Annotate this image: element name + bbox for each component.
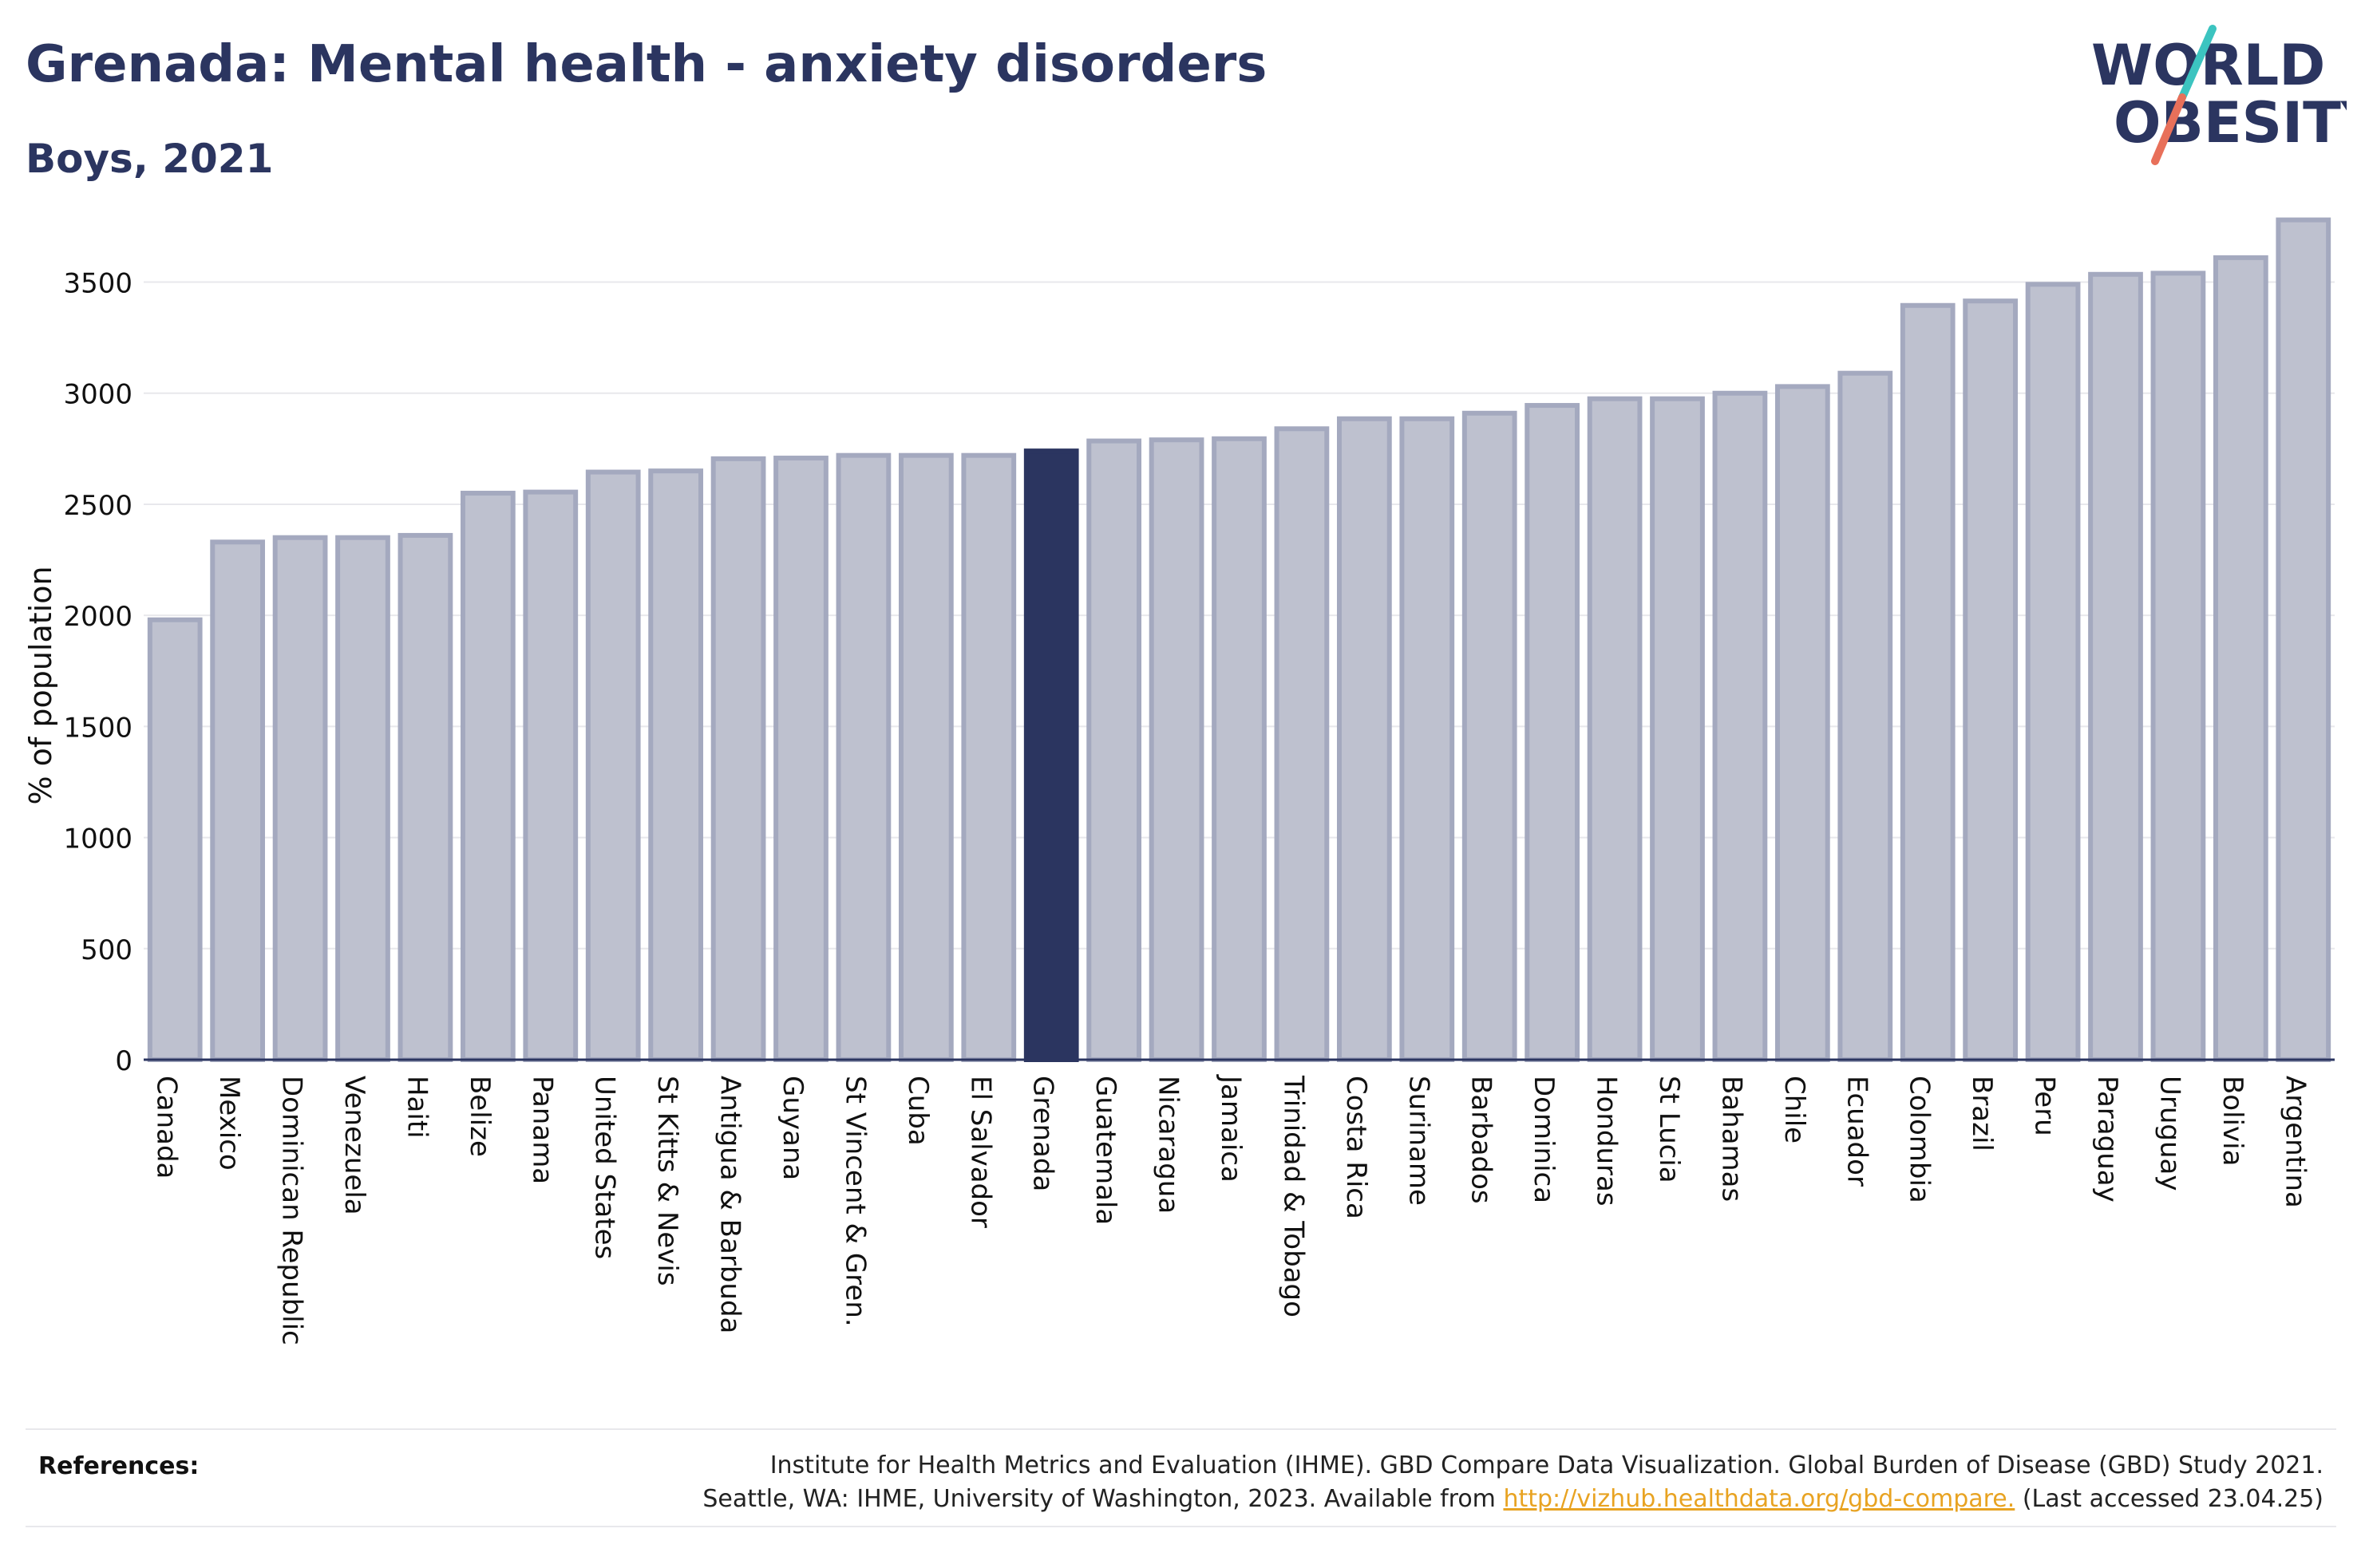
x-tick-label: Belize <box>464 1076 496 1157</box>
y-tick-label: 1500 <box>63 712 132 744</box>
reference-line-2-suffix: (Last accessed 23.04.25) <box>2015 1485 2323 1513</box>
y-axis-ticks: 0 500 1000 1500 2000 2500 3000 3500 <box>63 268 132 1077</box>
logo-slash-coral <box>2151 93 2186 165</box>
x-tick-label: St Kitts & Nevis <box>651 1076 683 1286</box>
y-tick-label: 500 <box>81 934 132 966</box>
logo-slash-teal <box>2178 25 2217 101</box>
x-tick-label: Barbados <box>1465 1076 1497 1204</box>
bar-bolivia <box>2213 255 2268 1062</box>
x-tick-label: Haiti <box>401 1076 433 1139</box>
reference-line-2: Seattle, WA: IHME, University of Washing… <box>702 1483 2323 1516</box>
y-tick-label: 1000 <box>63 823 132 855</box>
bar-guyana <box>773 456 829 1062</box>
bar-st-vincent-gren- <box>836 452 892 1062</box>
logo-line-2: OBESITY <box>2114 90 2347 156</box>
x-tick-label: Trinidad & Tobago <box>1277 1075 1309 1317</box>
x-tick-label: Venezuela <box>338 1076 370 1215</box>
bar-paraguay <box>2088 271 2143 1063</box>
references-label: References: <box>38 1452 200 1480</box>
x-tick-label: Bolivia <box>2217 1076 2248 1166</box>
x-tick-label: Jamaica <box>1215 1074 1247 1183</box>
references-panel: References: Institute for Health Metrics… <box>26 1428 2336 1527</box>
x-tick-label: Mexico <box>213 1076 245 1171</box>
bar-honduras <box>1587 396 1643 1062</box>
bar-suriname <box>1399 416 1455 1062</box>
bar-haiti <box>397 532 453 1062</box>
x-tick-label: Suriname <box>1402 1076 1434 1206</box>
bar-el-salvador <box>961 452 1017 1062</box>
bar-st-lucia <box>1650 396 1705 1062</box>
reference-line-1: Institute for Health Metrics and Evaluat… <box>769 1451 2323 1479</box>
bar-dominican-republic <box>272 535 328 1062</box>
y-axis-label: % of population <box>23 566 58 804</box>
bar-venezuela <box>335 535 390 1062</box>
x-tick-label: Antigua & Barbuda <box>714 1076 746 1333</box>
bar-panama <box>523 489 579 1062</box>
y-tick-label: 2000 <box>63 601 132 633</box>
bar-jamaica <box>1212 436 1267 1062</box>
x-tick-label: Paraguay <box>2091 1076 2123 1203</box>
bar-uruguay <box>2150 271 2206 1062</box>
bar-cuba <box>898 452 954 1062</box>
x-axis-ticks: Canada Mexico Dominican Republic Venezuela H… <box>151 1074 2312 1345</box>
x-tick-label: Peru <box>2029 1076 2061 1136</box>
bar-brazil <box>1963 298 2019 1063</box>
bar-united-states <box>585 469 641 1062</box>
x-tick-label: Dominican Republic <box>276 1076 308 1345</box>
bar-chart: 0 500 1000 1500 2000 2500 3000 3500 Canada Mexic… <box>23 217 2335 1345</box>
x-tick-label: El Salvador <box>964 1076 996 1228</box>
x-tick-label: Cuba <box>902 1076 934 1146</box>
bar-dominica <box>1525 403 1580 1062</box>
x-tick-label: Costa Rica <box>1340 1076 1372 1219</box>
x-tick-label: Nicaragua <box>1153 1076 1184 1214</box>
x-tick-label: Ecuador <box>1841 1076 1873 1187</box>
references-text: Institute for Health Metrics and Evaluat… <box>702 1449 2323 1516</box>
world-obesity-logo: WORLD OBESITY <box>2091 25 2347 165</box>
bar-mexico <box>210 539 266 1062</box>
reference-line-2-prefix: Seattle, WA: IHME, University of Washing… <box>702 1485 1504 1513</box>
bar-barbados <box>1461 410 1517 1062</box>
y-tick-label: 2500 <box>63 490 132 522</box>
chart-title: Grenada: Mental health - anxiety disorde… <box>26 35 1268 94</box>
x-tick-label: Brazil <box>1966 1076 1998 1151</box>
bar-bahamas <box>1712 390 1768 1063</box>
x-tick-label: Bahamas <box>1715 1076 1747 1202</box>
x-tick-label: United States <box>589 1076 621 1259</box>
bar-guatemala <box>1086 438 1142 1062</box>
bar-costa-rica <box>1336 416 1392 1062</box>
bar-colombia <box>1900 302 1956 1063</box>
y-tick-label: 0 <box>115 1045 132 1077</box>
bar-antigua-barbuda <box>710 456 766 1062</box>
x-tick-label: Guatemala <box>1090 1076 1121 1225</box>
bar-belize <box>460 491 516 1062</box>
x-tick-label: Guyana <box>777 1076 809 1180</box>
bar-trinidad-tobago <box>1274 426 1330 1062</box>
bar-ecuador <box>1837 370 1893 1062</box>
bar-peru <box>2025 282 2081 1062</box>
x-tick-label: St Vincent & Gren. <box>839 1076 871 1327</box>
x-tick-label: Uruguay <box>2153 1076 2185 1191</box>
bar-grenada <box>1023 448 1079 1062</box>
reference-link[interactable]: http://vizhub.healthdata.org/gbd-compare… <box>1503 1485 2015 1513</box>
x-tick-label: Dominica <box>1528 1076 1560 1203</box>
x-tick-label: Argentina <box>2279 1076 2311 1208</box>
x-tick-label: St Lucia <box>1653 1076 1685 1183</box>
bar-canada <box>147 617 203 1062</box>
x-tick-label: Grenada <box>1027 1076 1059 1191</box>
x-tick-label: Canada <box>151 1076 183 1179</box>
x-tick-label: Colombia <box>1904 1076 1936 1203</box>
bar-nicaragua <box>1149 437 1204 1062</box>
bar-chile <box>1774 384 1830 1062</box>
x-tick-label: Panama <box>526 1076 558 1184</box>
bar-st-kitts-nevis <box>648 468 704 1062</box>
chart-subtitle: Boys, 2021 <box>26 136 274 182</box>
bars <box>147 217 2331 1063</box>
y-tick-label: 3000 <box>63 379 132 411</box>
y-tick-label: 3500 <box>63 268 132 300</box>
bar-argentina <box>2276 217 2331 1062</box>
x-tick-label: Honduras <box>1591 1076 1623 1207</box>
x-tick-label: Chile <box>1778 1076 1810 1143</box>
